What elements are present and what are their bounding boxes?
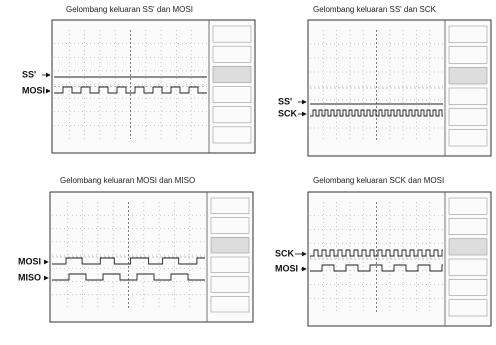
scope-screen [50,192,253,322]
panel-title: Gelombang keluaran MOSI dan MISO [60,176,195,185]
signal-label: SS' [278,96,292,106]
signal-label: SS' [22,69,36,79]
panel-title: Gelombang keluaran SCK dan MOSI [313,176,444,185]
menu-box [213,66,251,82]
panel-title: Gelombang keluaran SS' dan MOSI [66,5,193,14]
signal-label: MOSI [18,256,41,266]
signal-label: MISO [18,272,41,282]
menu-box [211,237,249,253]
menu-box [449,239,487,255]
scope-screen [308,20,491,156]
menu-box [449,67,487,84]
signal-label: SCK [278,108,298,118]
panel-title: Gelombang keluaran SS' dan SCK [313,5,437,14]
signal-label: MOSI [22,85,45,95]
scope-screen [308,192,491,326]
scope-screen [52,20,255,153]
signal-label: MOSI [275,263,298,273]
figure: Gelombang keluaran SS' dan MOSI SS' MOSI Ge… [0,0,496,340]
signal-label: SCK [275,248,295,258]
